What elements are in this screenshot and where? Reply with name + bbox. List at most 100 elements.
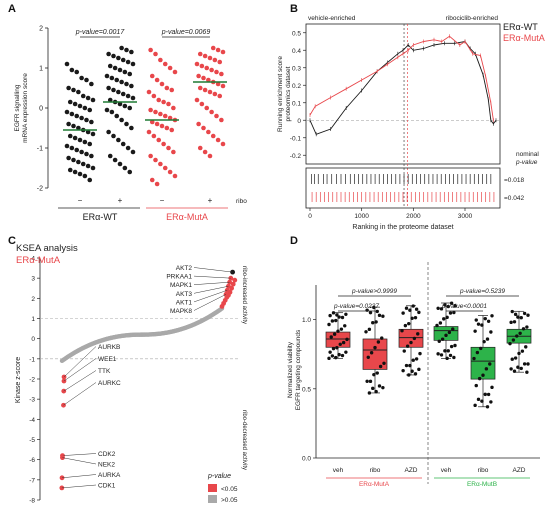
rug-pvalue: =0.042 xyxy=(504,195,524,202)
box-point xyxy=(374,389,378,394)
box-point xyxy=(367,391,372,395)
annotation-leader xyxy=(63,358,97,382)
box-point xyxy=(473,403,477,408)
data-point xyxy=(90,131,96,137)
x-tick-label: 3000 xyxy=(458,213,473,220)
kinase-label: CDK1 xyxy=(98,483,116,490)
box-point xyxy=(418,351,422,356)
box-point xyxy=(475,350,480,355)
kinase-point-significant xyxy=(230,281,236,287)
kinase-label: AKT3 xyxy=(176,291,193,298)
y-tick-label: 0.1 xyxy=(292,100,301,107)
box-point xyxy=(526,313,530,317)
box-point xyxy=(453,304,457,308)
x-tick-label: 0 xyxy=(308,213,312,220)
data-point xyxy=(153,157,158,163)
data-point xyxy=(207,55,213,61)
box-point xyxy=(483,316,487,321)
panel-letter: B xyxy=(290,3,298,15)
box-point xyxy=(413,372,418,376)
ribo-label: ribo xyxy=(236,198,247,205)
annotation-leader xyxy=(193,285,229,294)
kinase-label: TTK xyxy=(98,368,111,375)
box-point xyxy=(453,343,457,348)
data-point xyxy=(76,159,81,165)
y-axis-label: mRNA expression score xyxy=(22,73,29,143)
box-point xyxy=(513,312,518,317)
box-point xyxy=(334,318,338,323)
box-point xyxy=(365,379,369,383)
y-tick-label: -5 xyxy=(29,437,35,444)
data-point xyxy=(87,177,93,183)
kinase-label: AURKC xyxy=(98,380,121,387)
box-point xyxy=(517,351,521,356)
box-point xyxy=(343,324,347,328)
box-point xyxy=(445,356,449,361)
box-point xyxy=(373,345,377,350)
annotation-leader xyxy=(63,382,97,406)
data-point xyxy=(196,121,201,127)
data-point xyxy=(120,57,126,63)
box-point xyxy=(382,361,386,366)
rug-pvalue: =0.018 xyxy=(504,177,524,184)
box-point xyxy=(374,320,378,324)
data-point xyxy=(72,135,78,141)
legend-swatch xyxy=(208,484,217,492)
box-point xyxy=(401,368,405,373)
enrichment-label: vehicle-enriched xyxy=(308,15,356,22)
data-point xyxy=(79,149,84,155)
box-point xyxy=(522,311,527,316)
data-point xyxy=(217,59,223,65)
box-point xyxy=(412,336,417,341)
y-tick-label: 0.5 xyxy=(302,386,311,393)
box-point xyxy=(480,399,484,403)
box-point xyxy=(411,304,415,308)
data-point xyxy=(202,149,208,155)
data-point xyxy=(148,47,153,53)
box-point xyxy=(371,386,375,391)
box-point xyxy=(486,319,491,324)
data-point xyxy=(119,45,124,51)
kinase-label: AKT1 xyxy=(176,299,193,306)
data-point xyxy=(111,53,116,59)
side-label: ribo-decreased activity xyxy=(241,410,247,470)
data-point xyxy=(117,161,123,167)
data-point xyxy=(117,67,123,73)
data-point xyxy=(125,145,131,151)
panel-letter: D xyxy=(290,235,298,247)
box-point xyxy=(417,367,421,372)
box-point xyxy=(416,332,420,336)
data-point xyxy=(166,101,171,107)
data-point xyxy=(82,139,88,145)
side-label: ribo-increased activity xyxy=(241,266,247,324)
kinase-label: CDK2 xyxy=(98,451,116,458)
kinase-label: PRKAA1 xyxy=(166,274,192,281)
box-point xyxy=(381,314,385,318)
y-tick-label: -6 xyxy=(29,457,35,464)
box-point xyxy=(411,358,415,362)
data-point xyxy=(162,165,168,171)
box-point xyxy=(340,315,345,320)
data-point xyxy=(206,129,211,135)
data-point xyxy=(219,71,224,77)
y-tick-label: 0.5 xyxy=(292,30,301,37)
box-point xyxy=(480,323,484,327)
box-point xyxy=(518,331,522,335)
box-point xyxy=(372,372,376,377)
box-point xyxy=(519,316,523,320)
y-tick-label: -1 xyxy=(37,146,43,153)
y-tick-label: 2 xyxy=(39,26,43,33)
data-point xyxy=(169,87,175,93)
data-point xyxy=(220,49,226,55)
data-point xyxy=(122,69,128,75)
data-point xyxy=(164,125,170,131)
panel-letter: A xyxy=(8,3,16,15)
box-point xyxy=(366,355,370,359)
box-point xyxy=(448,353,453,358)
data-point xyxy=(215,137,221,143)
enrichment-line xyxy=(309,35,494,121)
annotation-leader xyxy=(63,346,97,378)
data-point xyxy=(120,91,126,97)
box-point xyxy=(404,306,409,310)
box-point xyxy=(490,385,494,390)
